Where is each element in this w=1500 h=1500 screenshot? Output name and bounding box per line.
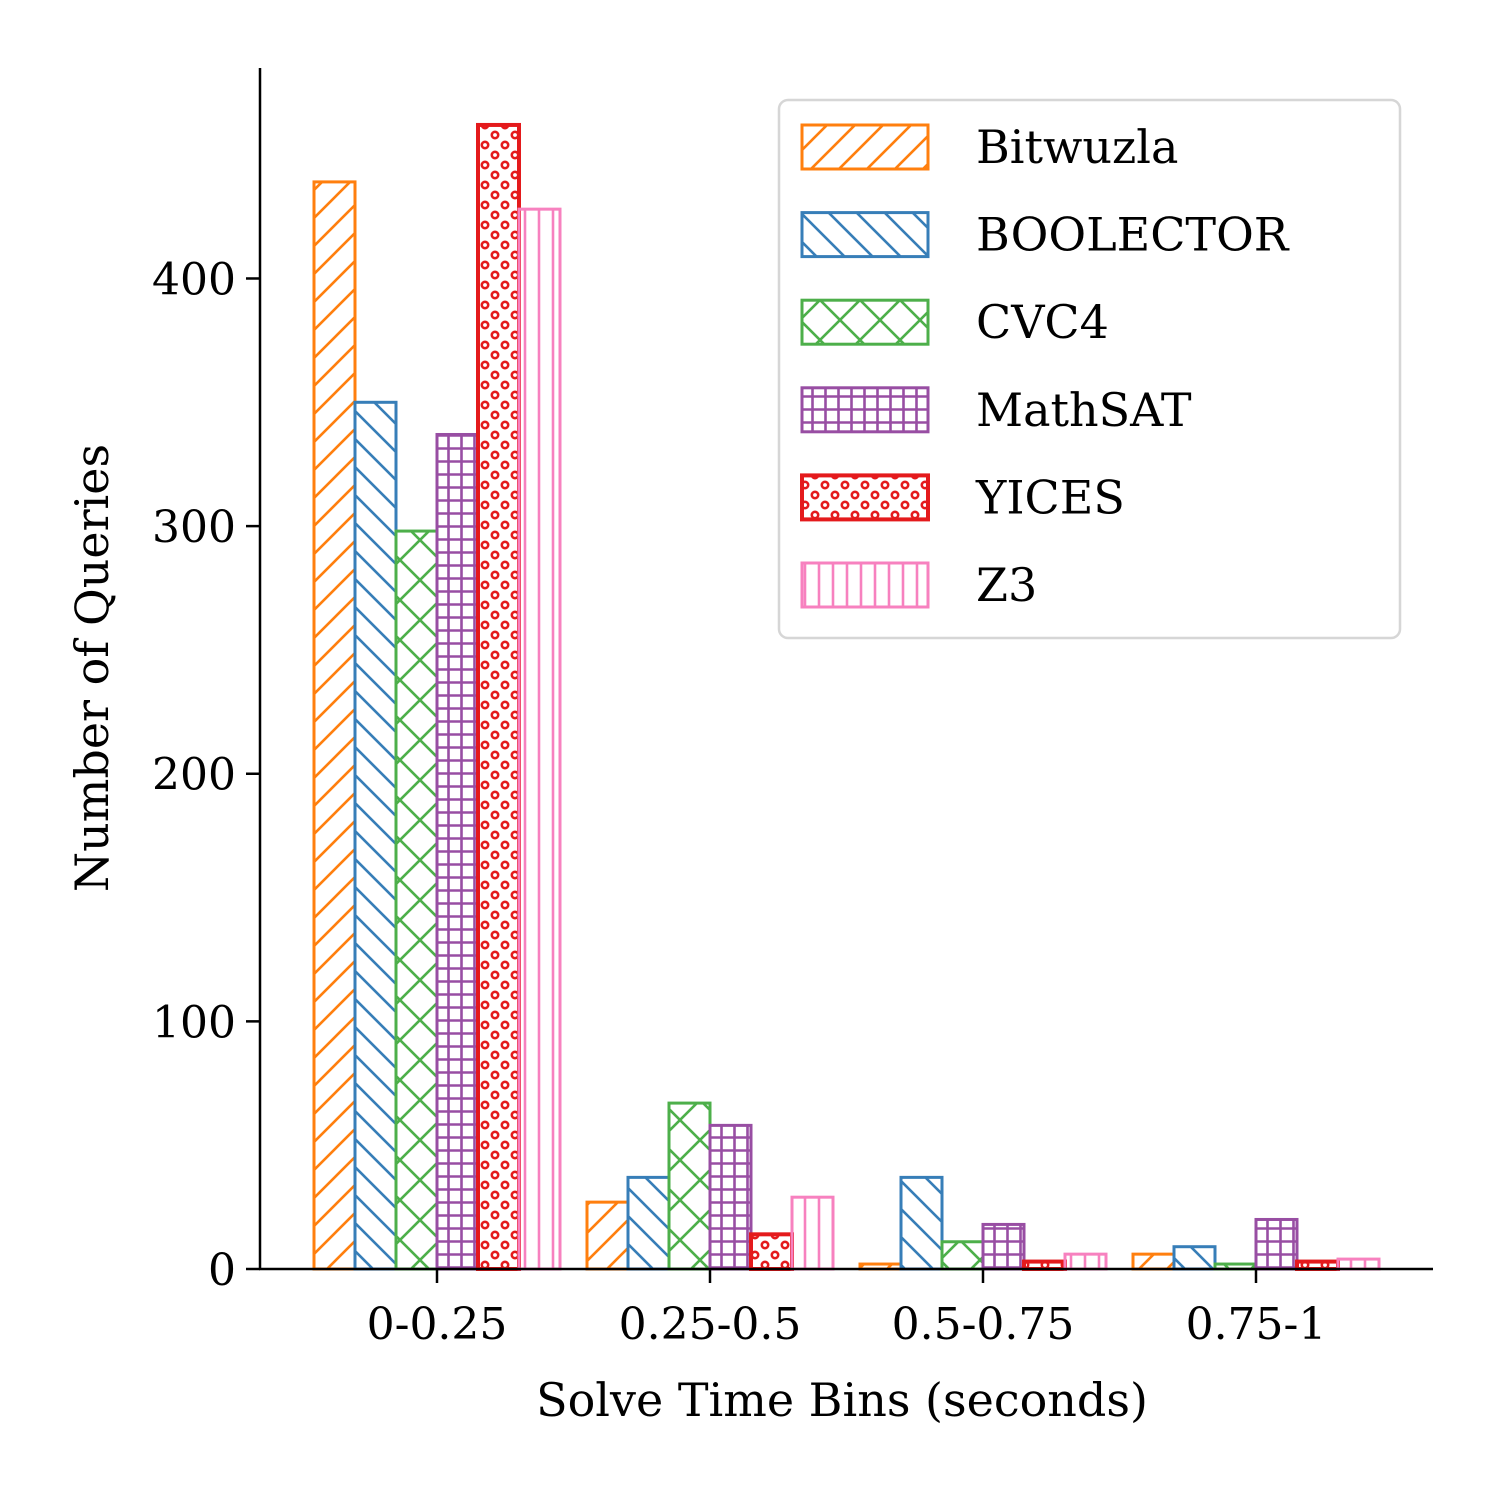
x-tick-label: 0.75-1: [1186, 1299, 1327, 1350]
bar-z3-0-0.25: [517, 207, 562, 1271]
bar-bitwuzla-0.25-0.5: [585, 1200, 630, 1271]
legend-label-yices: YICES: [975, 470, 1125, 524]
x-axis-label: Solve Time Bins (seconds): [536, 1373, 1148, 1427]
bar-cvc4-0-0.25: [394, 529, 439, 1271]
legend-swatch-bitwuzla: [800, 123, 930, 171]
bar-boolector-0.5-0.75: [899, 1175, 944, 1271]
y-tick-label: 400: [152, 254, 236, 305]
bar-z3-0.5-0.75: [1063, 1252, 1108, 1271]
x-tick-label: 0-0.25: [367, 1299, 508, 1350]
bar-z3-0.25-0.5: [790, 1195, 835, 1271]
legend-swatch-boolector: [800, 211, 930, 259]
bar-bitwuzla-0-0.25: [312, 180, 357, 1271]
legend-swatch-yices: [800, 473, 930, 522]
bar-boolector-0.25-0.5: [626, 1175, 671, 1271]
legend-label-cvc4: CVC4: [976, 295, 1109, 349]
bar-yices-0-0.25: [476, 122, 521, 1272]
legend-label-boolector: BOOLECTOR: [976, 208, 1290, 262]
bar-bitwuzla-0.75-1: [1131, 1252, 1176, 1271]
x-tick-label: 0.5-0.75: [892, 1299, 1075, 1350]
y-tick-label: 200: [152, 750, 236, 801]
x-tick-label: 0.25-0.5: [619, 1299, 802, 1350]
legend-label-mathsat: MathSAT: [976, 383, 1192, 437]
y-axis-label: Number of Queries: [65, 444, 119, 892]
legend-label-z3: Z3: [976, 558, 1037, 612]
y-tick-label: 300: [152, 502, 236, 553]
legend-swatch-cvc4: [800, 298, 930, 346]
bar-mathsat-0.5-0.75: [981, 1222, 1026, 1271]
bar-z3-0.75-1: [1336, 1257, 1381, 1271]
legend-swatch-z3: [800, 561, 930, 609]
legend-swatch-mathsat: [800, 386, 930, 434]
bar-mathsat-0.25-0.5: [708, 1123, 753, 1271]
bar-boolector-0.75-1: [1172, 1245, 1217, 1271]
bar-mathsat-0.75-1: [1254, 1217, 1299, 1271]
legend-label-bitwuzla: Bitwuzla: [976, 120, 1178, 174]
bar-cvc4-0.25-0.5: [667, 1101, 712, 1271]
ticks-group: 0 100 200 300 400 0-0.25 0.25-0.5 0.5-0.75 0.75-…: [152, 254, 1326, 1350]
y-tick-label: 100: [152, 997, 236, 1048]
legend-frame: [777, 98, 1402, 640]
bar-mathsat-0-0.25: [435, 432, 480, 1271]
axes-group: [258, 68, 1433, 1271]
bar-cvc4-0.5-0.75: [940, 1240, 985, 1271]
legend: Bitwuzla BOOLECTOR CVC4 MathSAT YICES Z3: [777, 98, 1402, 640]
y-tick-label: 0: [208, 1245, 236, 1296]
bar-boolector-0-0.25: [353, 400, 398, 1271]
bar-yices-0.25-0.5: [749, 1232, 794, 1271]
bars-group: [312, 122, 1381, 1272]
